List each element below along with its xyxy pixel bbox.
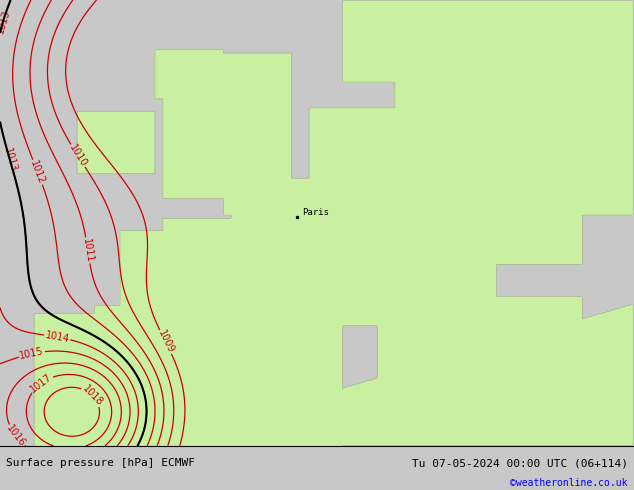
Text: 1017: 1017 [29,372,54,395]
Text: Paris: Paris [302,208,329,217]
Text: 1009: 1009 [156,329,176,355]
Text: 1011: 1011 [81,238,94,263]
Text: Tu 07-05-2024 00:00 UTC (06+114): Tu 07-05-2024 00:00 UTC (06+114) [411,458,628,468]
Text: Surface pressure [hPa] ECMWF: Surface pressure [hPa] ECMWF [6,458,195,468]
Text: 1013: 1013 [2,147,18,173]
Text: ©weatheronline.co.uk: ©weatheronline.co.uk [510,478,628,488]
Text: 1013: 1013 [0,8,11,34]
Text: 1015: 1015 [18,346,45,361]
Text: 1010: 1010 [67,143,89,169]
Text: 1016: 1016 [4,423,27,449]
Text: 1018: 1018 [81,383,105,408]
Text: 1012: 1012 [29,159,47,185]
Text: 1014: 1014 [44,330,70,344]
